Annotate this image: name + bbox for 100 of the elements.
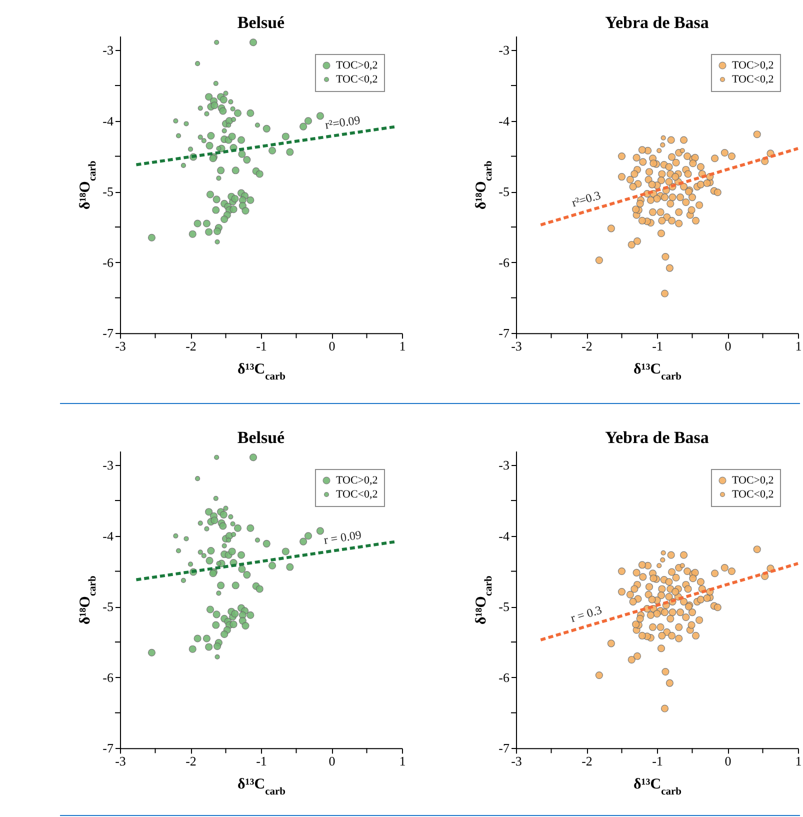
x-axis-title: δ¹³C$_{carb}$ xyxy=(238,362,286,382)
chart-title: Belsué xyxy=(237,428,286,447)
point xyxy=(201,138,206,144)
point xyxy=(660,142,666,148)
point xyxy=(216,146,222,152)
x-tick-label: -1 xyxy=(256,754,267,769)
point xyxy=(188,562,194,567)
legend-label: TOC<0,2 xyxy=(732,488,774,500)
y-tick-label: -6 xyxy=(102,254,114,270)
point xyxy=(230,116,236,122)
point xyxy=(195,476,200,482)
point xyxy=(188,146,194,152)
y-tick-label: -4 xyxy=(498,528,510,544)
x-tick-label: 1 xyxy=(399,754,406,769)
annotation: r = 0.09 xyxy=(322,528,362,547)
x-tick-label: 0 xyxy=(724,338,732,354)
y-tick-label: -4 xyxy=(102,113,114,128)
annotation: r = 0.3 xyxy=(568,602,604,626)
x-tick-label: -1 xyxy=(256,338,267,354)
x-tick-label: -2 xyxy=(582,338,592,354)
point xyxy=(214,654,220,660)
y-tick-label: -3 xyxy=(102,458,114,473)
x-tick-label: 0 xyxy=(328,754,336,769)
x-axis-title: δ¹³C$_{carb}$ xyxy=(634,776,682,798)
legend-label: TOC>0,2 xyxy=(732,474,774,486)
y-tick-label: -7 xyxy=(498,326,510,341)
point xyxy=(216,176,222,181)
x-tick-label: -2 xyxy=(186,338,196,354)
point xyxy=(180,162,186,168)
y-tick-label: -4 xyxy=(102,528,114,544)
legend-label: TOC<0,2 xyxy=(336,488,378,500)
x-tick-label: -2 xyxy=(186,754,196,769)
y-tick-label: -7 xyxy=(102,740,114,756)
y-tick-label: -5 xyxy=(102,599,114,614)
point xyxy=(254,538,260,543)
point xyxy=(184,121,189,126)
point xyxy=(213,496,218,501)
point xyxy=(226,122,232,128)
point xyxy=(176,133,182,138)
point xyxy=(198,520,203,526)
point xyxy=(230,521,236,526)
x-axis-title: δ¹³C$_{carb}$ xyxy=(634,362,682,382)
y-tick-label: -7 xyxy=(498,740,510,756)
x-tick-label: -3 xyxy=(115,754,126,769)
point xyxy=(216,560,222,566)
point xyxy=(198,550,203,555)
point xyxy=(228,99,234,104)
point xyxy=(226,538,232,543)
y-tick-label: -5 xyxy=(498,599,510,614)
y-tick-label: -6 xyxy=(498,254,510,270)
point xyxy=(214,239,220,244)
point xyxy=(213,80,218,86)
point xyxy=(184,536,189,542)
point xyxy=(228,514,234,520)
x-tick-label: 1 xyxy=(795,338,802,354)
point xyxy=(222,128,227,134)
point xyxy=(198,134,203,140)
x-tick-label: 0 xyxy=(724,754,732,769)
y-tick-label: -4 xyxy=(498,113,510,128)
point xyxy=(204,526,210,532)
x-tick-label: -3 xyxy=(511,754,522,769)
chart-title: Yebra de Basa xyxy=(605,428,710,447)
point xyxy=(680,563,685,568)
point xyxy=(660,135,666,140)
x-tick-label: 0 xyxy=(328,338,336,354)
annotation: r²=0.3 xyxy=(570,188,602,210)
y-tick-label: -3 xyxy=(498,42,510,58)
point xyxy=(680,148,685,154)
point xyxy=(223,90,228,96)
point xyxy=(173,118,178,124)
x-tick-label: 1 xyxy=(795,754,802,769)
point xyxy=(201,553,206,558)
point xyxy=(214,40,220,45)
y-tick-label: -7 xyxy=(102,326,114,341)
chart-title: Belsué xyxy=(237,13,286,32)
point xyxy=(254,122,260,128)
point xyxy=(180,578,186,583)
legend-label: TOC>0,2 xyxy=(336,474,378,486)
x-tick-label: -1 xyxy=(652,338,663,354)
point xyxy=(198,106,203,111)
point xyxy=(176,548,182,554)
point xyxy=(230,532,236,538)
annotation: r²=0.09 xyxy=(324,112,362,132)
point xyxy=(660,550,666,556)
y-tick-label: -5 xyxy=(102,184,114,200)
chart-title: Yebra de Basa xyxy=(605,13,710,32)
y-tick-label: -5 xyxy=(498,184,510,200)
point xyxy=(216,590,222,596)
y-tick-label: -6 xyxy=(498,670,510,685)
point xyxy=(230,106,236,112)
legend-label: TOC<0,2 xyxy=(336,74,378,86)
legend-label: TOC>0,2 xyxy=(336,60,378,72)
x-tick-label: -1 xyxy=(652,754,663,769)
legend-label: TOC<0,2 xyxy=(732,74,774,86)
point xyxy=(223,506,228,511)
point xyxy=(204,111,210,116)
point xyxy=(656,148,662,154)
x-tick-label: 1 xyxy=(399,338,406,354)
legend-label: TOC>0,2 xyxy=(732,60,774,72)
y-tick-label: -3 xyxy=(102,42,114,58)
